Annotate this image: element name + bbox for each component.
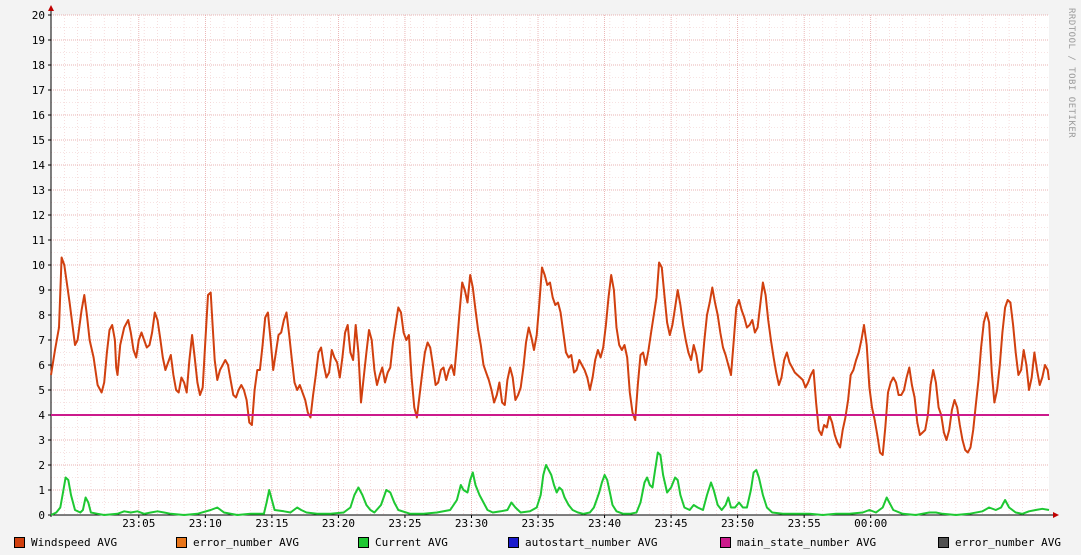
y-tick-label: 11 xyxy=(32,234,45,247)
y-axis-arrow xyxy=(48,5,54,11)
y-tick-label: 20 xyxy=(32,9,45,22)
x-tick-label: 23:10 xyxy=(189,517,222,530)
y-tick-label: 3 xyxy=(38,434,45,447)
legend-label: main_state_number AVG xyxy=(737,535,877,549)
legend-swatch xyxy=(938,536,949,548)
watermark-text: RRDTOOL / TOBI OETIKER xyxy=(1066,8,1076,138)
legend-item: error_number AVG xyxy=(176,536,299,549)
legend-swatch xyxy=(14,536,25,548)
x-tick-label: 23:30 xyxy=(455,517,488,530)
x-tick-label: 00:00 xyxy=(854,517,887,530)
legend-swatch xyxy=(508,536,519,548)
y-tick-label: 17 xyxy=(32,84,45,97)
x-axis-arrow xyxy=(1053,512,1059,518)
x-tick-label: 23:25 xyxy=(388,517,421,530)
series-lines xyxy=(50,256,1050,516)
series-line-current-avg xyxy=(50,451,1050,516)
series-line-windspeed-avg xyxy=(50,256,1050,456)
x-tick-label: 23:50 xyxy=(721,517,754,530)
y-tick-label: 13 xyxy=(32,184,45,197)
legend-label: error_number AVG xyxy=(193,535,299,549)
x-tick-label: 23:55 xyxy=(788,517,821,530)
y-tick-label: 19 xyxy=(32,34,45,47)
y-tick-label: 1 xyxy=(38,484,45,497)
y-tick-label: 5 xyxy=(38,384,45,397)
legend-swatch xyxy=(358,536,369,548)
y-tick-label: 16 xyxy=(32,109,45,122)
y-tick-label: 18 xyxy=(32,59,45,72)
legend-label: error_number AVG xyxy=(955,535,1061,549)
y-tick-label: 6 xyxy=(38,359,45,372)
x-tick-label: 23:35 xyxy=(521,517,554,530)
legend-label: Windspeed AVG xyxy=(31,535,118,549)
y-tick-label: 0 xyxy=(38,509,45,522)
y-tick-label: 14 xyxy=(32,159,46,172)
x-tick-label: 23:05 xyxy=(122,517,155,530)
legend-item: error_number AVG xyxy=(938,536,1061,549)
x-tick-label: 23:45 xyxy=(655,517,688,530)
legend-item: Current AVG xyxy=(358,536,448,549)
x-tick-label: 23:15 xyxy=(255,517,288,530)
y-tick-label: 8 xyxy=(38,309,45,322)
legend-label: Current AVG xyxy=(375,535,448,549)
x-tick-label: 23:20 xyxy=(322,517,355,530)
x-tick-label: 23:40 xyxy=(588,517,621,530)
legend-item: main_state_number AVG xyxy=(720,536,876,549)
legend-item: Windspeed AVG xyxy=(14,536,117,549)
y-tick-label: 9 xyxy=(38,284,45,297)
y-tick-label: 2 xyxy=(38,459,45,472)
legend-label: autostart_number AVG xyxy=(525,535,658,549)
legend-swatch xyxy=(720,536,731,548)
legend-swatch xyxy=(176,536,187,548)
y-tick-label: 7 xyxy=(38,334,45,347)
legend: Windspeed AVG error_number AVG Current AVG… xyxy=(14,533,1081,551)
y-tick-label: 4 xyxy=(38,409,45,422)
y-tick-label: 10 xyxy=(32,259,45,272)
grid xyxy=(51,14,1049,515)
legend-item: autostart_number AVG xyxy=(508,536,657,549)
y-tick-label: 12 xyxy=(32,209,45,222)
x-axis: 23:05 23:10 23:15 23:20 23:25 23:30 23:35 23:40… xyxy=(49,512,1059,530)
y-tick-label: 15 xyxy=(32,134,45,147)
